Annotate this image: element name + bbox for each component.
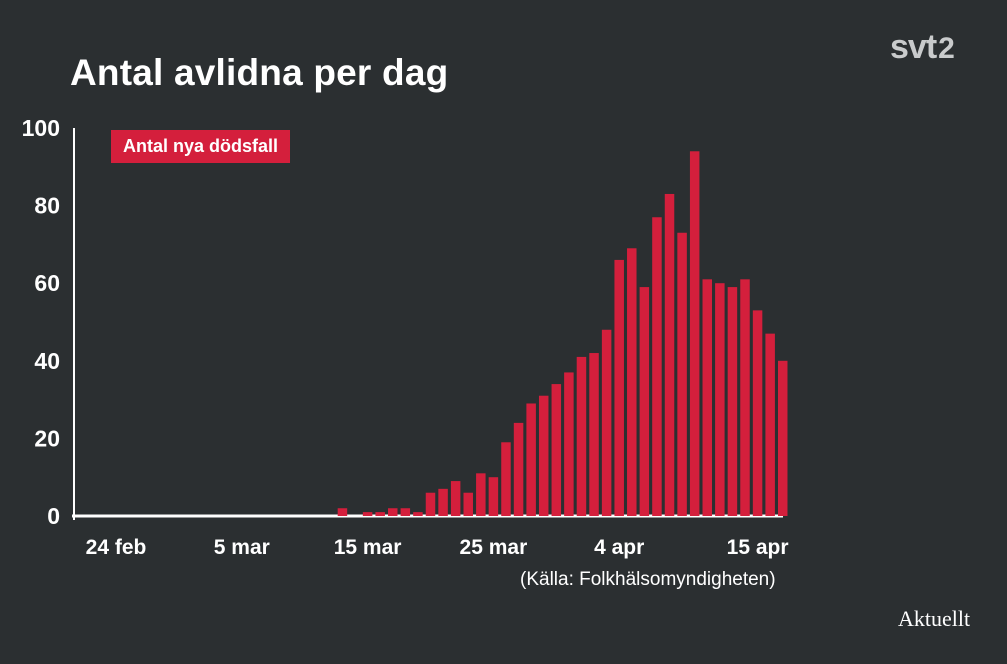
bar [689,151,700,516]
bar [538,395,549,516]
bar [413,512,423,516]
bar [614,259,624,516]
bar [450,481,461,516]
y-tick-label: 20 [34,425,60,451]
bar [677,232,687,516]
logo-channel-number: 2 [938,32,955,65]
x-tick-label: 25 mar [460,536,528,559]
bar [564,372,574,516]
y-tick-label: 60 [34,270,60,296]
bar [526,403,536,516]
source-note: (Källa: Folkhälsomyndigheten) [520,569,776,590]
bar [513,422,524,516]
y-tick-label: 40 [34,348,60,374]
bar [551,384,562,516]
x-tick-label: 4 apr [594,536,644,559]
svt2-logo: svt2 [890,28,955,67]
x-tick-label: 15 mar [334,536,402,559]
bar [702,279,713,516]
bar [777,360,788,516]
bar [388,508,398,516]
bar [501,442,511,516]
x-tick-labels: 24 feb 5 mar 15 mar 25 mar 4 apr 15 apr [86,536,789,559]
bar [576,356,587,516]
bar [463,492,473,516]
y-tick-label: 80 [34,193,60,219]
bar [425,492,436,516]
logo-channel: svt [890,28,937,66]
bar [337,508,348,516]
bar [765,333,775,516]
bars-group [337,151,788,517]
x-tick-label: 24 feb [86,536,147,559]
bar [740,279,750,516]
bar [476,473,486,516]
bar [438,488,448,516]
bar [400,508,411,516]
y-tick-label: 100 [22,115,60,141]
bar [375,512,385,516]
y-tick-labels: 0 20 40 60 80 100 [22,115,60,529]
bar [589,353,599,516]
x-tick-label: 15 apr [727,536,789,559]
bar [752,310,763,516]
bar [727,287,738,516]
bar [715,283,725,516]
bar [601,329,612,516]
program-logo: Aktuellt [898,606,971,631]
bar [488,477,499,516]
bar [652,217,662,517]
bar [639,287,650,516]
x-tick-label: 5 mar [214,536,270,559]
bar [664,193,675,516]
legend-series-label: Antal nya dödsfall [111,130,291,163]
chart-title: Antal avlidna per dag [70,52,449,93]
bar [627,248,637,516]
y-tick-label: 0 [47,503,60,529]
bar [362,512,373,516]
